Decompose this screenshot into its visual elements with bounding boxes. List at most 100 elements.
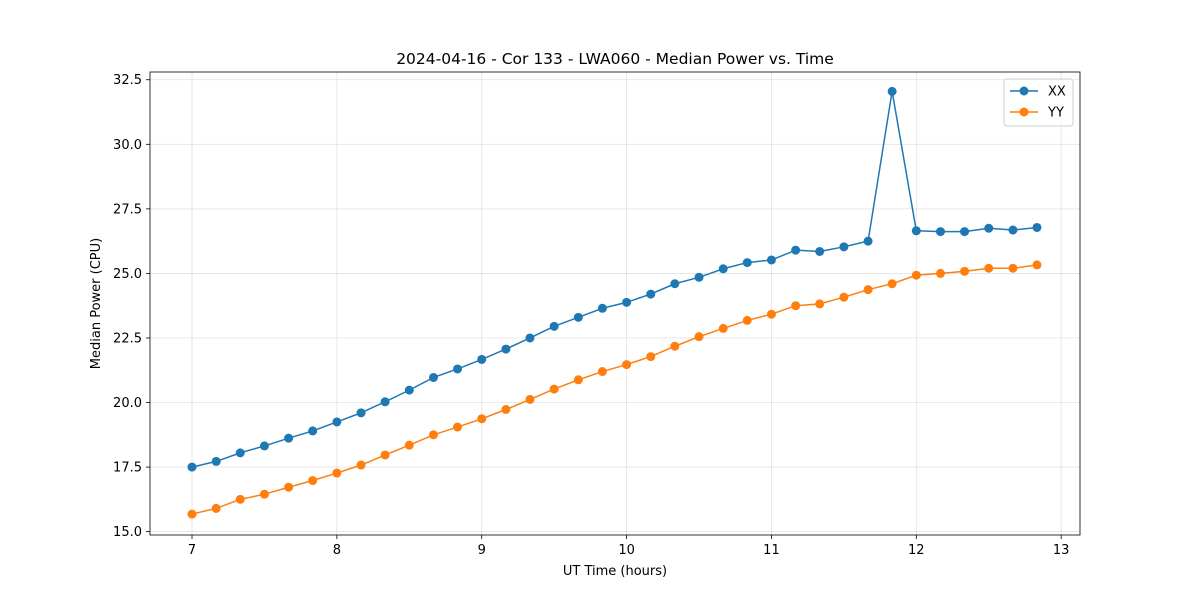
data-point-xx xyxy=(791,245,801,255)
data-point-xx xyxy=(187,462,197,472)
data-point-xx xyxy=(718,264,728,274)
data-point-yy xyxy=(549,384,559,394)
legend-marker-yy xyxy=(1019,107,1029,117)
y-tick-label: 27.5 xyxy=(113,202,142,217)
data-point-yy xyxy=(694,332,704,342)
data-point-yy xyxy=(670,341,680,351)
x-tick-label: 11 xyxy=(763,543,780,558)
data-point-xx xyxy=(1008,225,1018,235)
data-point-yy xyxy=(646,352,656,362)
data-point-yy xyxy=(622,360,632,370)
data-point-yy xyxy=(235,494,245,504)
y-axis-label: Median Power (CPU) xyxy=(89,238,104,369)
data-point-xx xyxy=(428,372,438,382)
data-point-xx xyxy=(597,303,607,313)
data-point-yy xyxy=(284,482,294,492)
x-tick-label: 9 xyxy=(478,543,486,558)
data-point-xx xyxy=(960,227,970,237)
axis-ticks: 7 8 9 10 11 12 13 15.0 17.5 20.0 22.5 25.0 27.5 30.0 3… xyxy=(113,73,1069,558)
y-tick-label: 22.5 xyxy=(113,331,142,346)
data-point-xx xyxy=(815,246,825,256)
data-point-yy xyxy=(863,285,873,295)
data-point-yy xyxy=(718,323,728,333)
data-point-yy xyxy=(791,301,801,311)
data-point-xx xyxy=(453,364,463,374)
data-point-xx xyxy=(356,408,366,418)
y-tick-label: 17.5 xyxy=(113,461,142,476)
data-point-xx xyxy=(332,417,342,427)
data-point-xx xyxy=(863,236,873,246)
data-point-xx xyxy=(887,86,897,96)
grid xyxy=(150,72,1080,535)
data-point-yy xyxy=(1032,260,1042,270)
data-point-xx xyxy=(284,433,294,443)
series-layer xyxy=(187,86,1042,519)
data-point-yy xyxy=(1008,263,1018,273)
x-axis-label: UT Time (hours) xyxy=(563,564,667,579)
x-tick-label: 12 xyxy=(908,543,925,558)
data-point-xx xyxy=(549,321,559,331)
x-tick-label: 10 xyxy=(618,543,635,558)
data-point-xx xyxy=(501,344,511,354)
data-point-xx xyxy=(936,227,945,237)
data-point-yy xyxy=(187,509,197,519)
y-tick-label: 32.5 xyxy=(113,73,142,88)
data-point-yy xyxy=(742,315,752,325)
data-point-yy xyxy=(839,292,849,302)
data-point-xx xyxy=(742,258,752,268)
data-point-yy xyxy=(815,299,825,309)
data-point-xx xyxy=(235,448,245,458)
series-xx xyxy=(187,86,1042,472)
data-point-xx xyxy=(525,333,535,343)
series-yy xyxy=(187,260,1042,519)
data-point-xx xyxy=(380,397,390,407)
data-point-yy xyxy=(308,476,318,486)
data-point-yy xyxy=(404,440,414,450)
data-point-xx xyxy=(211,456,221,466)
x-tick-label: 13 xyxy=(1053,543,1070,558)
legend-label-xx: XX xyxy=(1048,85,1066,100)
data-point-yy xyxy=(453,422,463,432)
data-point-yy xyxy=(428,430,438,440)
data-point-xx xyxy=(573,312,583,322)
legend-marker-xx xyxy=(1019,86,1029,96)
data-point-xx xyxy=(839,242,849,252)
data-point-yy xyxy=(332,468,342,478)
x-tick-label: 7 xyxy=(188,543,196,558)
data-point-xx xyxy=(622,297,632,307)
data-point-yy xyxy=(525,394,535,404)
y-tick-label: 20.0 xyxy=(113,396,142,411)
y-tick-label: 30.0 xyxy=(113,138,142,153)
data-point-yy xyxy=(501,405,511,414)
data-point-xx xyxy=(766,255,776,265)
legend-label-yy: YY xyxy=(1047,106,1064,121)
data-point-yy xyxy=(573,375,583,385)
data-point-xx xyxy=(308,426,318,436)
data-point-yy xyxy=(960,266,970,276)
data-point-yy xyxy=(356,460,366,470)
data-point-yy xyxy=(766,309,776,319)
data-point-xx xyxy=(911,226,921,236)
data-point-yy xyxy=(984,263,994,273)
data-point-yy xyxy=(597,367,607,377)
y-tick-label: 15.0 xyxy=(113,525,142,540)
data-point-yy xyxy=(259,489,269,499)
data-point-xx xyxy=(646,289,656,299)
data-point-yy xyxy=(887,279,897,289)
chart-title: 2024-04-16 - Cor 133 - LWA060 - Median P… xyxy=(396,50,834,68)
data-point-yy xyxy=(477,414,487,424)
data-point-xx xyxy=(694,272,704,282)
data-point-yy xyxy=(911,270,921,280)
legend: XX YY xyxy=(1003,78,1074,127)
data-point-xx xyxy=(259,441,269,451)
data-point-xx xyxy=(1032,222,1042,232)
x-tick-label: 8 xyxy=(333,543,341,558)
data-point-xx xyxy=(984,223,994,233)
data-point-xx xyxy=(670,279,680,289)
data-point-yy xyxy=(936,268,945,278)
data-point-yy xyxy=(211,503,221,513)
data-point-xx xyxy=(404,385,414,395)
plot-frame xyxy=(149,71,1081,536)
